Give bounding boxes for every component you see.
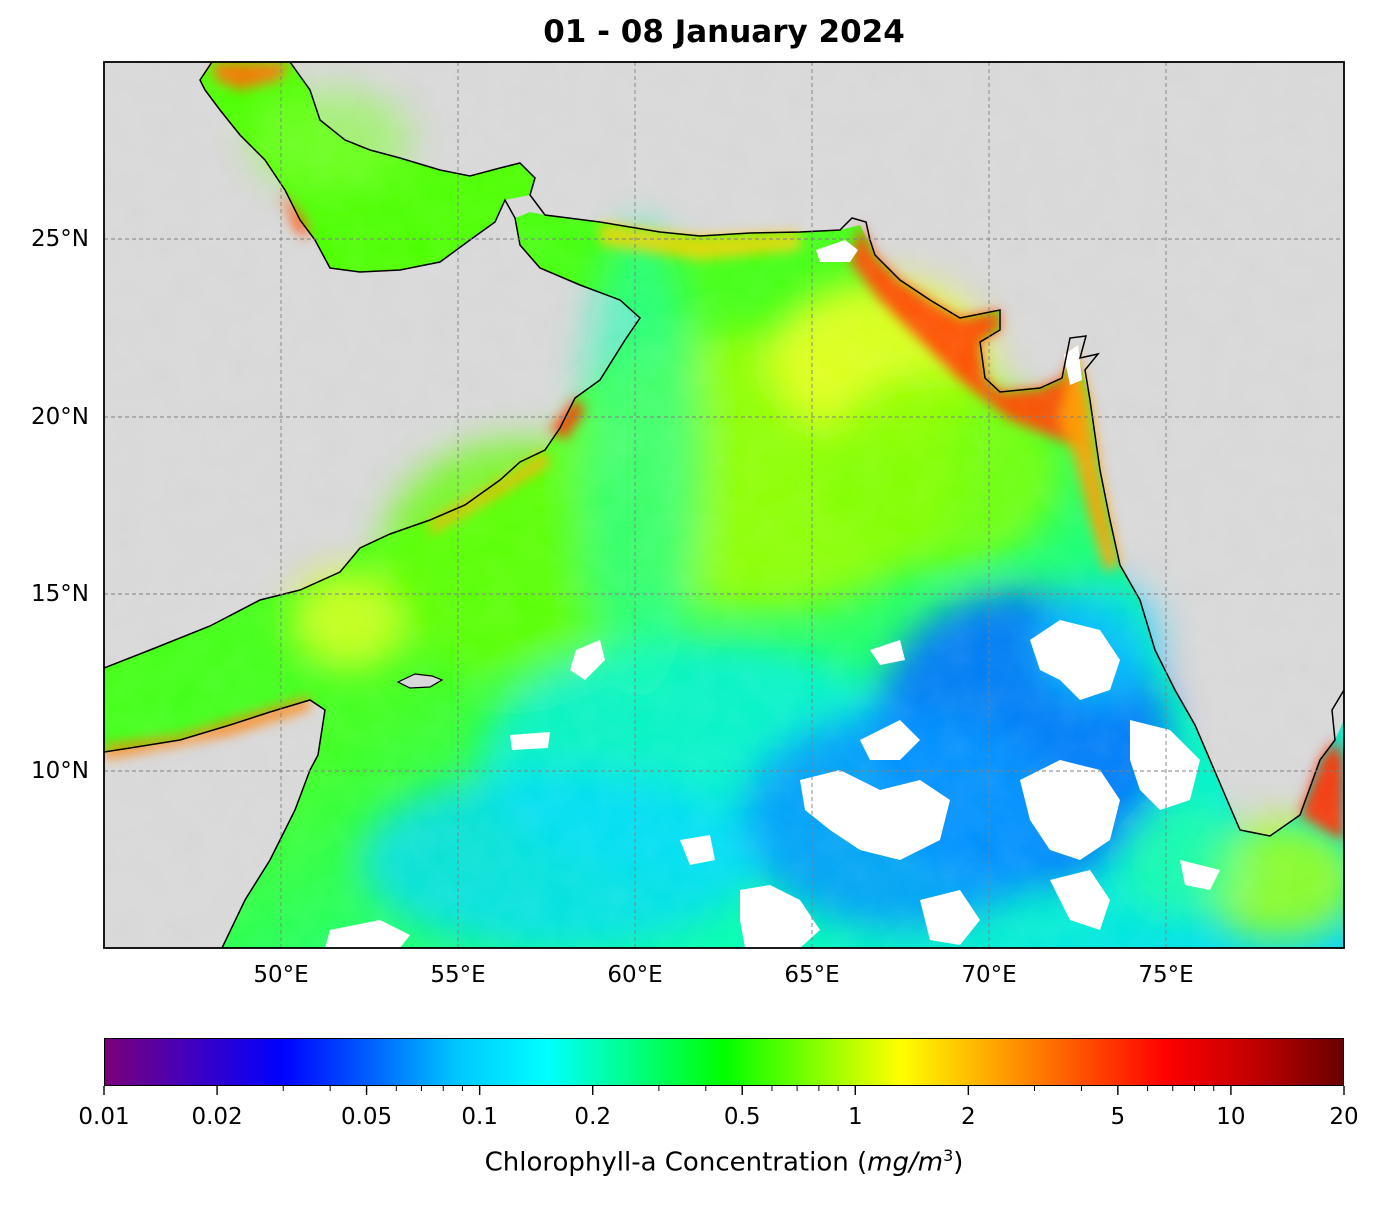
colorbar-tick-label: 10 <box>1216 1104 1246 1130</box>
lon-tick-label: 55°E <box>430 962 486 988</box>
lat-tick-label: 15°N <box>31 581 89 607</box>
colorbar-tick-label: 0.02 <box>191 1104 243 1130</box>
lat-tick-label: 20°N <box>31 404 89 430</box>
lon-tick-label: 75°E <box>1138 962 1194 988</box>
lon-tick-label: 60°E <box>607 962 663 988</box>
colorbar-tick-label: 2 <box>961 1104 976 1130</box>
colorbar-tick-label: 1 <box>847 1104 863 1130</box>
coastlines <box>104 62 1344 948</box>
lat-tick-label: 10°N <box>31 758 89 784</box>
colorbar-tick-label: 0.05 <box>340 1104 393 1130</box>
lat-tick-label: 25°N <box>31 226 89 252</box>
colorbar-title-prefix: Chlorophyll-a Concentration ( <box>484 1147 868 1178</box>
colorbar-title: Chlorophyll-a Concentration (mg/m3) <box>104 1146 1344 1178</box>
colorbar-tick-label: 5 <box>1110 1104 1126 1130</box>
colorbar-title-suffix: ) <box>953 1147 964 1178</box>
map-title: 01 - 08 January 2024 <box>543 14 905 50</box>
lon-tick-label: 50°E <box>253 962 309 988</box>
colorbar-ticks <box>103 1086 1345 1095</box>
lon-tick-label: 70°E <box>961 962 1017 988</box>
gridlines <box>104 62 1344 948</box>
lon-tick-label: 65°E <box>784 962 840 988</box>
colorbar-tick-label: 0.1 <box>461 1104 498 1130</box>
socotra-island <box>396 673 444 689</box>
unit-slash: / <box>908 1147 918 1178</box>
colorbar-tick-label: 0.01 <box>78 1104 130 1130</box>
map-frame <box>103 61 1345 949</box>
unit-mg: mg <box>867 1147 909 1178</box>
colorbar-tick-label: 0.2 <box>574 1104 612 1130</box>
colorbar <box>104 1038 1344 1086</box>
unit-m: m <box>917 1147 944 1178</box>
colorbar-tick-label: 0.5 <box>723 1104 761 1130</box>
colorbar-tick-label: 20 <box>1329 1104 1359 1130</box>
unit-exponent: 3 <box>943 1146 954 1165</box>
